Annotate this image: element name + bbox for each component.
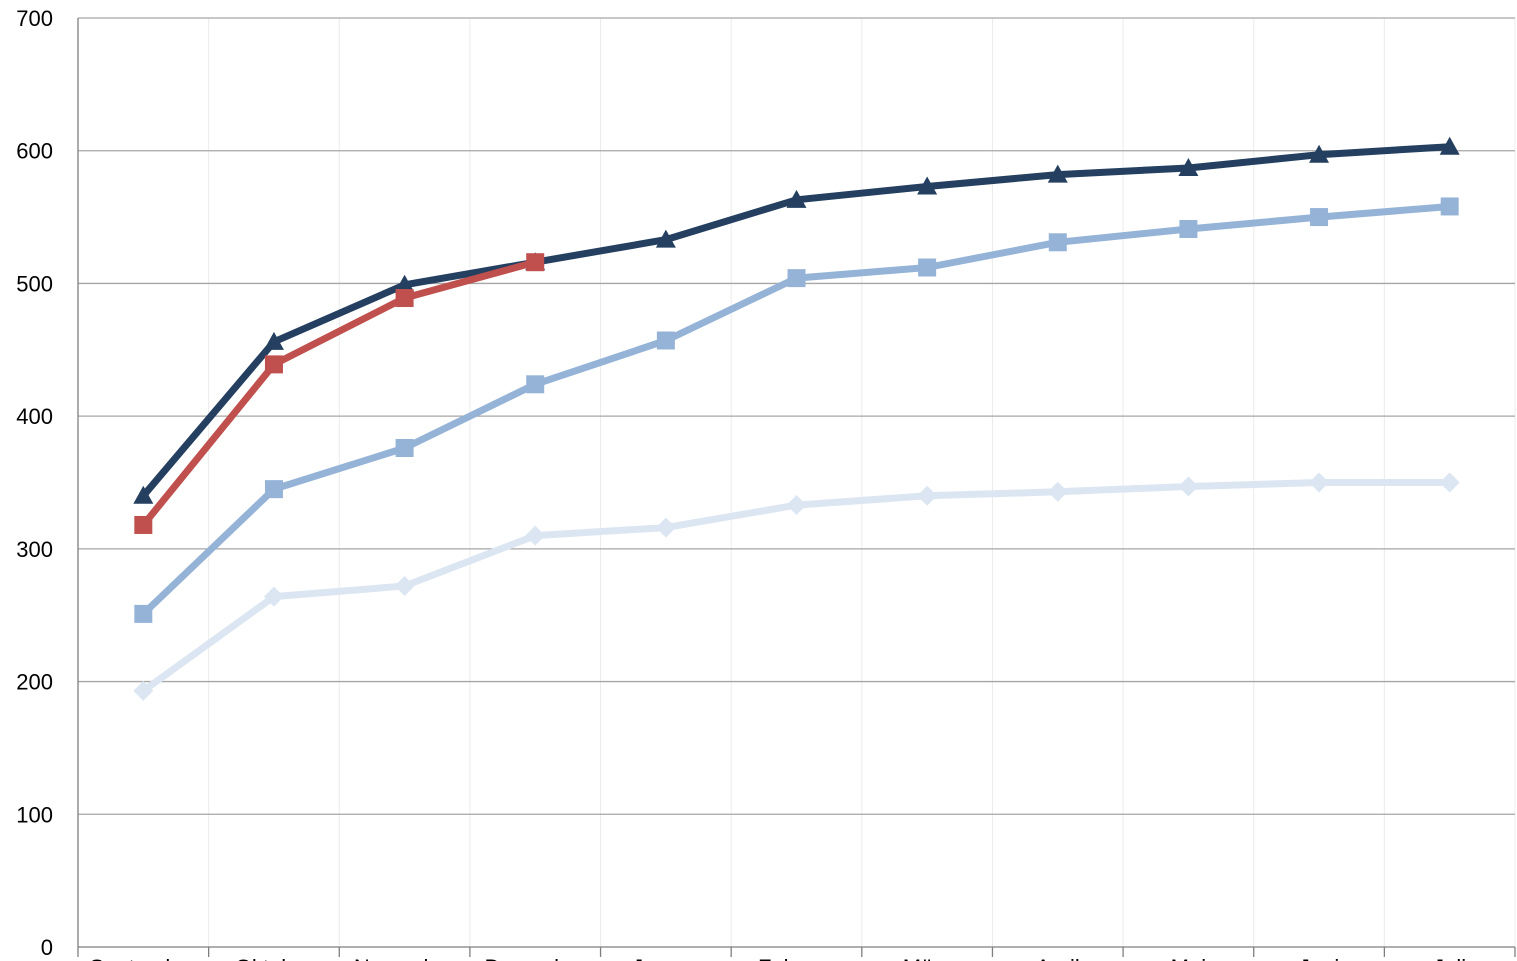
y-tick-label: 400	[16, 404, 53, 429]
data-point-marker	[134, 604, 153, 623]
data-point-marker	[526, 253, 545, 272]
series-2	[134, 197, 1459, 623]
data-point-marker	[395, 438, 414, 457]
data-point-marker	[1048, 233, 1067, 252]
data-point-marker	[134, 515, 153, 534]
x-tick-label: Juni	[1299, 955, 1339, 961]
x-tick-label: April	[1036, 955, 1080, 961]
series-3	[133, 136, 1460, 504]
y-tick-label: 0	[41, 935, 53, 960]
data-point-marker	[525, 525, 546, 546]
data-point-marker	[655, 517, 676, 538]
series-group	[133, 136, 1460, 701]
data-point-marker	[133, 680, 154, 701]
y-axis-tick-labels: 0 100 200 300 400 500 600 700	[16, 6, 53, 960]
x-tick-label: Dezember	[484, 955, 585, 961]
data-point-marker	[1178, 476, 1199, 497]
data-point-marker	[1309, 144, 1330, 163]
y-tick-label: 700	[16, 6, 53, 31]
data-point-marker	[394, 274, 415, 293]
y-tick-label: 500	[16, 271, 53, 296]
x-tick-label: Februar	[758, 955, 835, 961]
x-tick-label: Januar	[632, 955, 699, 961]
x-tick-label: November	[354, 955, 455, 961]
data-point-marker	[263, 331, 284, 350]
data-point-marker	[395, 289, 414, 308]
x-axis-tick-labels: September Oktober November Dezember Januar Fe…	[90, 955, 1467, 961]
series-line	[139, 258, 539, 529]
x-tick-label: September	[90, 955, 198, 961]
y-tick-label: 100	[16, 802, 53, 827]
series-4	[134, 253, 545, 534]
data-point-marker	[655, 229, 676, 248]
y-tick-label: 300	[16, 537, 53, 562]
data-point-marker	[264, 355, 283, 374]
y-tick-label: 600	[16, 139, 53, 164]
y-tick-label: 200	[16, 670, 53, 695]
data-point-marker	[526, 375, 545, 394]
data-point-marker	[133, 485, 154, 504]
data-point-marker	[656, 331, 675, 350]
data-point-marker	[1439, 136, 1460, 155]
axes	[77, 18, 1516, 957]
data-point-marker	[394, 576, 415, 597]
data-point-marker	[1179, 220, 1198, 239]
data-point-marker	[786, 495, 807, 516]
data-point-marker	[1178, 157, 1199, 176]
x-tick-label: Juli	[1433, 955, 1466, 961]
data-point-marker	[917, 485, 938, 506]
data-point-marker	[1439, 472, 1460, 493]
x-tick-label: März	[903, 955, 952, 961]
data-point-marker	[918, 258, 937, 277]
data-point-marker	[787, 269, 806, 288]
x-tick-label: Oktober	[235, 955, 313, 961]
data-point-marker	[786, 189, 807, 208]
data-point-marker	[1047, 481, 1068, 502]
data-point-marker	[917, 176, 938, 195]
data-point-marker	[263, 586, 284, 607]
series-1	[133, 472, 1460, 701]
data-point-marker	[1047, 164, 1068, 183]
x-tick-label: Mai	[1171, 955, 1206, 961]
data-point-marker	[1309, 472, 1330, 493]
data-point-marker	[264, 480, 283, 499]
data-point-marker	[1440, 197, 1459, 216]
data-point-marker	[1310, 208, 1329, 227]
horizontal-gridlines	[78, 17, 1515, 815]
